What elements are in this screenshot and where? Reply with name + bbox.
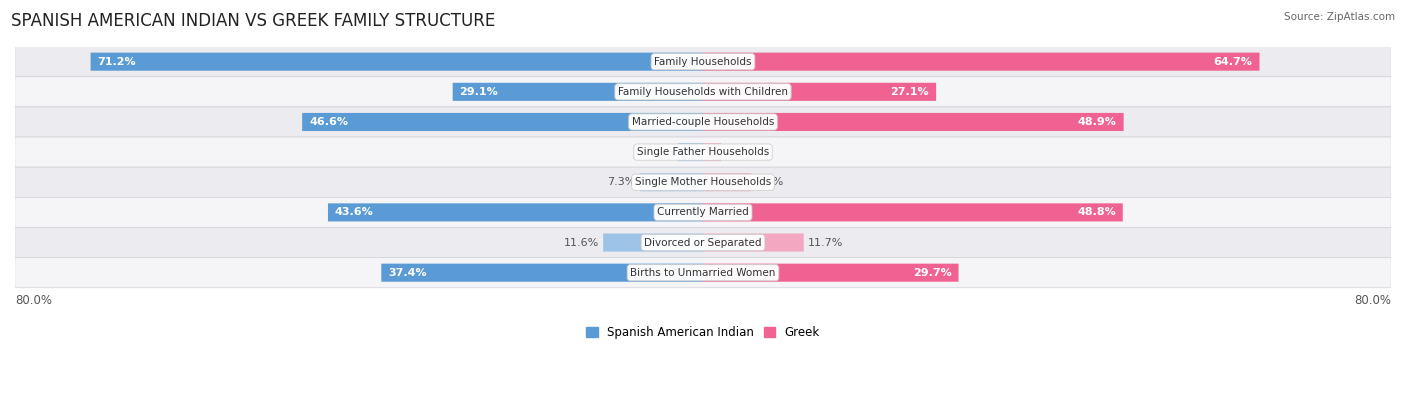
Text: Divorced or Separated: Divorced or Separated (644, 237, 762, 248)
Text: SPANISH AMERICAN INDIAN VS GREEK FAMILY STRUCTURE: SPANISH AMERICAN INDIAN VS GREEK FAMILY … (11, 12, 495, 30)
Text: 46.6%: 46.6% (309, 117, 349, 127)
Text: 5.6%: 5.6% (755, 177, 783, 187)
FancyBboxPatch shape (15, 167, 1391, 198)
Text: 48.9%: 48.9% (1078, 117, 1116, 127)
FancyBboxPatch shape (703, 83, 936, 101)
FancyBboxPatch shape (703, 143, 721, 161)
FancyBboxPatch shape (15, 228, 1391, 258)
FancyBboxPatch shape (15, 137, 1391, 167)
FancyBboxPatch shape (703, 53, 1260, 71)
Text: Currently Married: Currently Married (657, 207, 749, 217)
FancyBboxPatch shape (703, 173, 751, 191)
FancyBboxPatch shape (603, 233, 703, 252)
FancyBboxPatch shape (15, 77, 1391, 107)
FancyBboxPatch shape (703, 263, 959, 282)
FancyBboxPatch shape (15, 107, 1391, 137)
FancyBboxPatch shape (640, 173, 703, 191)
Text: Source: ZipAtlas.com: Source: ZipAtlas.com (1284, 12, 1395, 22)
FancyBboxPatch shape (15, 198, 1391, 228)
Text: 80.0%: 80.0% (15, 294, 52, 307)
Text: 27.1%: 27.1% (890, 87, 929, 97)
Text: Single Mother Households: Single Mother Households (636, 177, 770, 187)
Text: 2.9%: 2.9% (645, 147, 673, 157)
FancyBboxPatch shape (302, 113, 703, 131)
FancyBboxPatch shape (328, 203, 703, 222)
Text: 2.1%: 2.1% (725, 147, 754, 157)
Text: 7.3%: 7.3% (607, 177, 636, 187)
Text: 43.6%: 43.6% (335, 207, 374, 217)
FancyBboxPatch shape (453, 83, 703, 101)
Text: 11.6%: 11.6% (564, 237, 599, 248)
Text: Family Households with Children: Family Households with Children (619, 87, 787, 97)
Text: 80.0%: 80.0% (1354, 294, 1391, 307)
FancyBboxPatch shape (15, 258, 1391, 288)
FancyBboxPatch shape (381, 263, 703, 282)
Text: 71.2%: 71.2% (97, 56, 136, 67)
FancyBboxPatch shape (703, 113, 1123, 131)
FancyBboxPatch shape (15, 47, 1391, 77)
FancyBboxPatch shape (703, 203, 1123, 222)
FancyBboxPatch shape (703, 233, 804, 252)
Text: 11.7%: 11.7% (808, 237, 844, 248)
Text: Births to Unmarried Women: Births to Unmarried Women (630, 268, 776, 278)
Text: 64.7%: 64.7% (1213, 56, 1253, 67)
Text: Single Father Households: Single Father Households (637, 147, 769, 157)
Text: 29.1%: 29.1% (460, 87, 498, 97)
Text: 29.7%: 29.7% (912, 268, 952, 278)
Text: Family Households: Family Households (654, 56, 752, 67)
Text: 37.4%: 37.4% (388, 268, 427, 278)
FancyBboxPatch shape (678, 143, 703, 161)
FancyBboxPatch shape (90, 53, 703, 71)
Text: 48.8%: 48.8% (1077, 207, 1116, 217)
Text: Married-couple Households: Married-couple Households (631, 117, 775, 127)
Legend: Spanish American Indian, Greek: Spanish American Indian, Greek (581, 322, 825, 344)
